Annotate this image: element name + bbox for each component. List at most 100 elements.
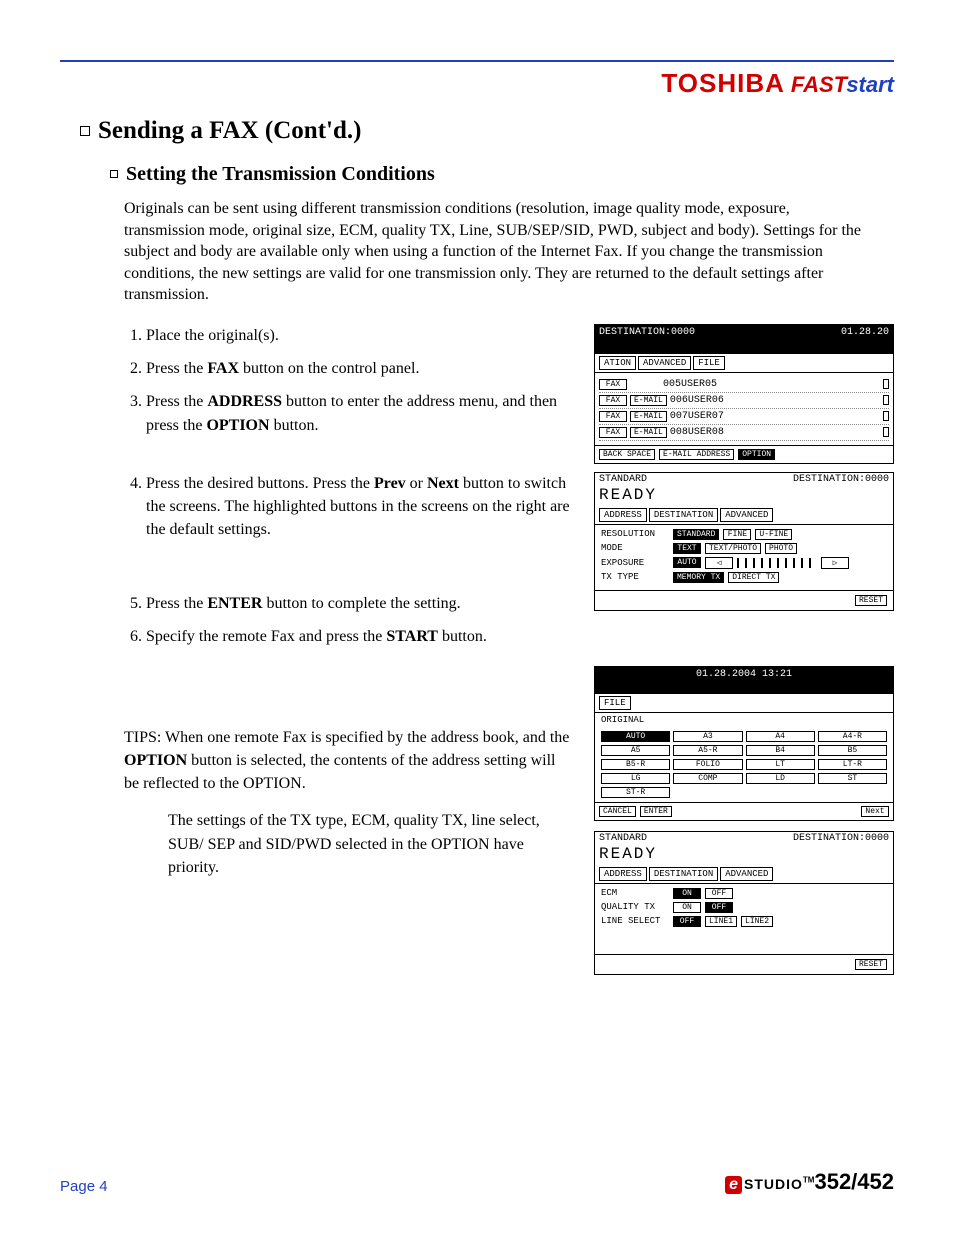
reset-button[interactable]: RESET: [855, 595, 887, 606]
header-logo: TOSHIBA FASTstart: [60, 68, 894, 99]
tab-file[interactable]: FILE: [599, 696, 631, 710]
section-subtitle: Setting the Transmission Conditions: [110, 163, 894, 186]
auto-button[interactable]: AUTO: [673, 557, 701, 568]
step-2: Press the FAX button on the control pane…: [146, 357, 570, 380]
tab-destination[interactable]: DESTINATION: [649, 508, 718, 522]
scroll-icon[interactable]: [883, 427, 889, 437]
exposure-left-icon[interactable]: ◁: [705, 557, 733, 569]
qtx-off-button[interactable]: OFF: [705, 902, 733, 913]
resolution-label: RESOLUTION: [601, 529, 669, 539]
size-lt-button[interactable]: LT: [746, 759, 815, 770]
directtx-button[interactable]: DIRECT TX: [728, 572, 779, 583]
scroll-icon[interactable]: [883, 411, 889, 421]
exposure-right-icon[interactable]: ▷: [821, 557, 849, 569]
size-folio-button[interactable]: FOLIO: [673, 759, 742, 770]
fax-button[interactable]: FAX: [599, 379, 627, 390]
tab-advanced[interactable]: ADVANCED: [720, 867, 773, 881]
scroll-icon[interactable]: [883, 395, 889, 405]
size-b5-button[interactable]: B5: [818, 745, 887, 756]
size-auto-button[interactable]: AUTO: [601, 731, 670, 742]
step-1: Place the original(s).: [146, 324, 570, 347]
screen-address-list: DESTINATION:0000 01.28.20 ATION ADVANCED…: [594, 324, 894, 464]
lineselect-label: LINE SELECT: [601, 916, 669, 926]
fine-button[interactable]: FINE: [723, 529, 751, 540]
size-a5-r-button[interactable]: A5-R: [673, 745, 742, 756]
addr-name[interactable]: 006USER06: [670, 395, 880, 406]
ecm-off-button[interactable]: OFF: [705, 888, 733, 899]
size-lt-r-button[interactable]: LT-R: [818, 759, 887, 770]
tab-advanced[interactable]: ADVANCED: [720, 508, 773, 522]
fax-button[interactable]: FAX: [599, 427, 627, 438]
enter-button[interactable]: ENTER: [640, 806, 672, 817]
size-a3-button[interactable]: A3: [673, 731, 742, 742]
tips-p2: The settings of the TX type, ECM, qualit…: [168, 809, 570, 879]
size-a4-r-button[interactable]: A4-R: [818, 731, 887, 742]
size-st-button[interactable]: ST: [818, 773, 887, 784]
scroll-icon[interactable]: [883, 379, 889, 389]
addr-name[interactable]: 007USER07: [670, 411, 880, 422]
email-address-button[interactable]: E-MAIL ADDRESS: [659, 449, 734, 460]
size-grid: AUTOA3 A4A4-R A5A5-R B4B5 B5-RFOLIO LTLT-R LGC…: [595, 727, 893, 802]
memorytx-button[interactable]: MEMORY TX: [673, 572, 724, 583]
next-button[interactable]: Next: [861, 806, 889, 817]
textphoto-button[interactable]: TEXT/PHOTO: [705, 543, 761, 554]
qtx-on-button[interactable]: ON: [673, 902, 701, 913]
tab-file[interactable]: FILE: [693, 356, 725, 370]
photo-button[interactable]: PHOTO: [765, 543, 797, 554]
size-b5-r-button[interactable]: B5-R: [601, 759, 670, 770]
tips-p1: TIPS: When one remote Fax is specified b…: [124, 726, 570, 796]
size-b4-button[interactable]: B4: [746, 745, 815, 756]
fax-button[interactable]: FAX: [599, 395, 627, 406]
size-a5-button[interactable]: A5: [601, 745, 670, 756]
email-button[interactable]: E-MAIL: [630, 411, 667, 422]
standard-button[interactable]: STANDARD: [673, 529, 719, 540]
brand-toshiba: TOSHIBA: [661, 68, 785, 99]
size-st-r-button[interactable]: ST-R: [601, 787, 670, 798]
screen-tx-options: STANDARD DESTINATION:0000 READY ADDRESS …: [594, 472, 894, 611]
ecm-label: ECM: [601, 888, 669, 898]
ecm-on-button[interactable]: ON: [673, 888, 701, 899]
qualitytx-label: QUALITY TX: [601, 902, 669, 912]
reset-button[interactable]: RESET: [855, 959, 887, 970]
cancel-button[interactable]: CANCEL: [599, 806, 636, 817]
txtype-label: TX TYPE: [601, 572, 669, 582]
dest-label: DESTINATION:0000: [793, 833, 889, 844]
title-text: Sending a FAX (Cont'd.): [98, 117, 361, 144]
tab-advanced[interactable]: ADVANCED: [638, 356, 691, 370]
page-footer: Page 4 eSTUDIOTM352/452: [60, 1169, 894, 1195]
intro-paragraph: Originals can be sent using different tr…: [124, 198, 874, 306]
screen-original-size: 01.28.2004 13:21 FILE ORIGINAL AUTOA3A4A…: [594, 666, 894, 821]
backspace-button[interactable]: BACK SPACE: [599, 449, 655, 460]
fax-button[interactable]: FAX: [599, 411, 627, 422]
email-button[interactable]: E-MAIL: [630, 395, 667, 406]
size-comp-button[interactable]: COMP: [673, 773, 742, 784]
text-button[interactable]: TEXT: [673, 543, 701, 554]
size-a4-button[interactable]: A4: [746, 731, 815, 742]
line2-button[interactable]: LINE2: [741, 916, 773, 927]
program-start: start: [846, 72, 894, 97]
subtitle-text: Setting the Transmission Conditions: [126, 163, 435, 185]
ready-label: READY: [595, 486, 893, 506]
e-badge-icon: e: [725, 1176, 742, 1194]
addr-name[interactable]: 008USER08: [670, 427, 880, 438]
step-5: Press the ENTER button to complete the s…: [146, 592, 570, 615]
size-ld-button[interactable]: LD: [746, 773, 815, 784]
line-off-button[interactable]: OFF: [673, 916, 701, 927]
steps-list-3: Press the ENTER button to complete the s…: [124, 592, 570, 648]
subtitle-bullet: [110, 170, 118, 178]
step-3: Press the ADDRESS button to enter the ad…: [146, 390, 570, 436]
standard-label: STANDARD: [599, 474, 647, 485]
addr-name[interactable]: 005USER05: [663, 379, 880, 390]
tab-address[interactable]: ADDRESS: [599, 508, 647, 522]
header-rule: [60, 60, 894, 62]
email-button[interactable]: E-MAIL: [630, 427, 667, 438]
tab-destination[interactable]: DESTINATION: [649, 867, 718, 881]
ufine-button[interactable]: U-FINE: [755, 529, 792, 540]
tab-address[interactable]: ADDRESS: [599, 867, 647, 881]
tab-ation[interactable]: ATION: [599, 356, 636, 370]
title-bullet: [80, 126, 90, 136]
line1-button[interactable]: LINE1: [705, 916, 737, 927]
size-lg-button[interactable]: LG: [601, 773, 670, 784]
tips-block: TIPS: When one remote Fax is specified b…: [124, 726, 570, 879]
option-button[interactable]: OPTION: [738, 449, 775, 460]
